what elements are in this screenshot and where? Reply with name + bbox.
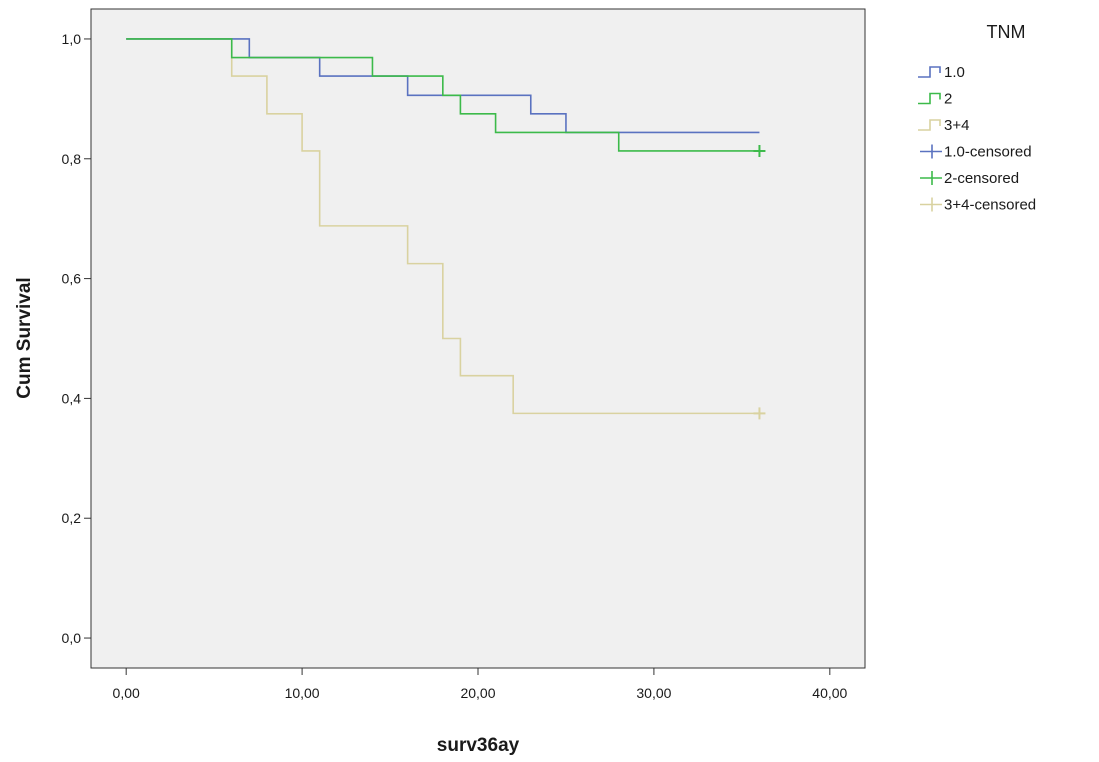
legend-item: 1.0 xyxy=(918,64,965,81)
x-tick-label: 40,00 xyxy=(812,685,847,701)
legend-line-swatch xyxy=(918,92,941,105)
x-tick-label: 0,00 xyxy=(113,685,140,701)
x-tick-label: 10,00 xyxy=(285,685,320,701)
y-tick-label: 0,4 xyxy=(62,390,82,406)
legend-label: 1.0 xyxy=(944,64,965,81)
y-tick-label: 0,8 xyxy=(62,151,82,167)
series-line-3+4 xyxy=(126,38,760,415)
legend-item: 2 xyxy=(918,91,952,108)
y-tick-label: 0,6 xyxy=(62,271,82,287)
x-axis: 0,00 10,00 20,00 30,00 40,00 xyxy=(113,668,848,701)
series-line-1.0 xyxy=(126,38,760,134)
y-tick-label: 0,0 xyxy=(62,630,82,646)
legend: TNM 1.0 2 3+4 1.0-censored 2-censored 3+4-cen… xyxy=(918,22,1036,214)
y-tick-label: 1,0 xyxy=(62,31,82,47)
censor-marks xyxy=(753,144,766,420)
legend-title: TNM xyxy=(987,22,1026,42)
legend-item: 1.0-censored xyxy=(920,144,1032,161)
legend-label: 2-censored xyxy=(944,170,1019,187)
series-layer xyxy=(126,38,760,415)
legend-line-swatch xyxy=(918,66,941,78)
legend-label: 2 xyxy=(944,91,952,108)
legend-censor-swatch xyxy=(920,171,942,185)
legend-label: 1.0-censored xyxy=(944,144,1032,161)
legend-item: 3+4-censored xyxy=(920,197,1036,214)
legend-censor-swatch xyxy=(920,144,942,159)
series-line-2 xyxy=(126,38,760,152)
x-axis-title: surv36ay xyxy=(437,735,520,756)
legend-label: 3+4-censored xyxy=(944,197,1036,214)
legend-item: 3+4 xyxy=(918,117,969,134)
legend-label: 3+4 xyxy=(944,117,969,134)
legend-censor-swatch xyxy=(920,197,942,212)
y-tick-label: 0,2 xyxy=(62,510,82,526)
y-axis-title: Cum Survival xyxy=(14,277,35,398)
censor-mark-2 xyxy=(753,144,766,157)
y-axis: 0,0 0,2 0,4 0,6 0,8 1,0 xyxy=(62,31,91,646)
plot-area xyxy=(90,8,866,669)
legend-item: 2-censored xyxy=(920,170,1019,187)
x-tick-label: 20,00 xyxy=(460,685,495,701)
censor-mark-3+4 xyxy=(753,407,766,420)
x-tick-label: 30,00 xyxy=(636,685,671,701)
legend-line-swatch xyxy=(918,119,941,131)
